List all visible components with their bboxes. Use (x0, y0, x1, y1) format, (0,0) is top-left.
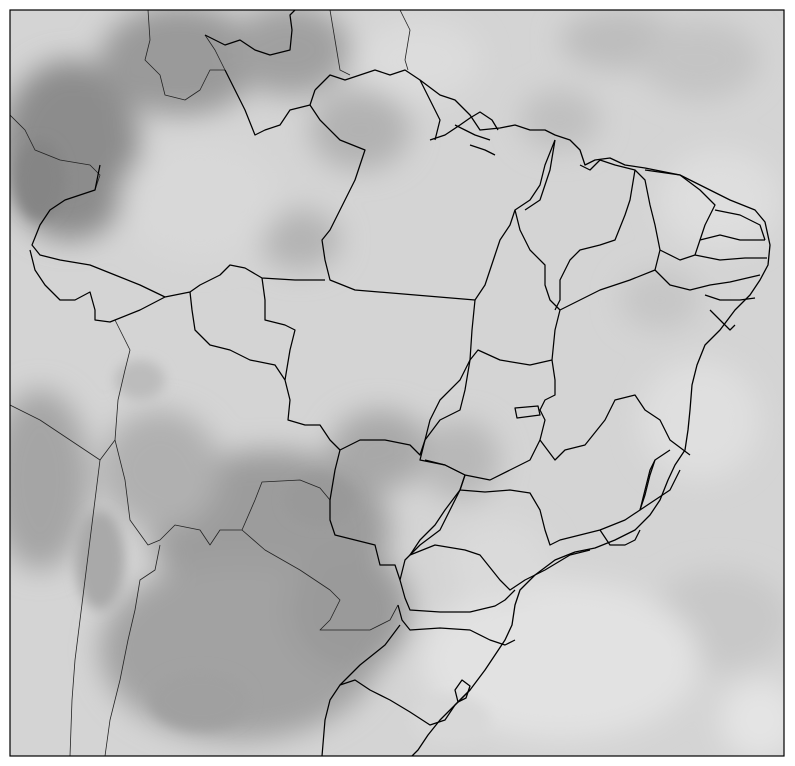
country-borders (10, 10, 411, 756)
border-rn-pb (694, 209, 767, 261)
country-border-bolivia-paraguay (241, 479, 331, 531)
border-rj (599, 529, 641, 546)
country-border-paraguay-argentina (241, 529, 399, 631)
border-goias (419, 359, 541, 481)
border-espirito-santo (639, 459, 681, 511)
country-border-colombia-peru (10, 114, 101, 191)
country-border-bolivia-argentina (114, 439, 242, 546)
border-piaui (559, 169, 661, 311)
country-border-guianas (329, 10, 411, 76)
border-amazonas-west (31, 164, 166, 298)
field-detail (15, 140, 490, 745)
border-amapa (314, 69, 441, 141)
border-maranhao (524, 139, 636, 311)
coast-north (411, 79, 771, 756)
border-df (514, 405, 541, 419)
border-rondonia (189, 291, 341, 451)
border-uruguay (321, 624, 401, 756)
border-mato-grosso (339, 299, 476, 456)
border-acre (29, 249, 325, 323)
country-border-argentina-inner (104, 544, 161, 756)
country-border-chile-argentina (69, 459, 101, 756)
border-minas-gerais (459, 449, 671, 546)
coastline (411, 79, 771, 756)
border-para-east (474, 139, 556, 301)
border-roraima-south (224, 69, 316, 136)
coast-patos-lagoon (454, 679, 471, 703)
map-frame (9, 9, 785, 757)
border-pe-al (654, 269, 761, 331)
border-bahia (539, 359, 691, 461)
border-amazonas-para (309, 104, 476, 301)
border-ceara (644, 169, 716, 261)
country-border-colombia-venezuela (144, 10, 226, 101)
border-rondonia-east (261, 277, 296, 381)
coast-amazon-delta (429, 111, 499, 156)
border-parana (399, 579, 516, 613)
country-border-peru-bolivia (10, 319, 131, 461)
border-roraima (204, 10, 296, 56)
border-sao-paulo (409, 489, 591, 591)
border-rio-grande-do-sul (339, 679, 471, 726)
raster-layer (10, 10, 784, 756)
